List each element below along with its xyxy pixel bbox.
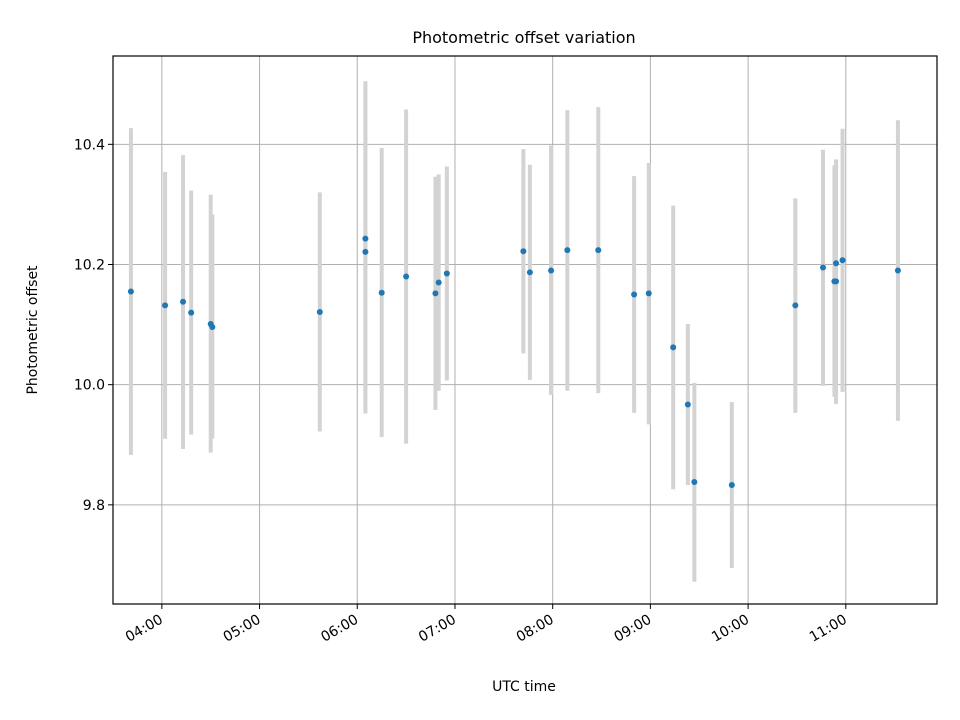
y-tick-label: 10.4 (74, 137, 105, 153)
data-point (127, 288, 134, 295)
data-point (209, 323, 216, 330)
y-tick-label: 10.2 (74, 258, 105, 274)
data-point (670, 344, 677, 351)
x-tick-label: 10:00 (709, 612, 752, 646)
data-point (839, 257, 846, 264)
y-axis-label: Photometric offset (25, 265, 41, 395)
x-tick-label: 09:00 (611, 612, 654, 646)
data-point (894, 267, 901, 274)
data-point (728, 482, 735, 489)
data-point (362, 235, 369, 242)
data-point (520, 248, 527, 255)
x-tick-label: 11:00 (807, 612, 850, 646)
data-point (684, 401, 691, 408)
data-point (316, 308, 323, 315)
data-point (631, 291, 638, 298)
data-point (403, 273, 410, 280)
data-point (691, 479, 698, 486)
data-point (792, 302, 799, 309)
data-point (443, 270, 450, 277)
data-point (188, 309, 195, 316)
data-point (362, 248, 369, 255)
chart-title: Photometric offset variation (412, 28, 635, 47)
data-point (162, 302, 169, 309)
y-tick-label: 9.8 (83, 498, 105, 514)
data-point (833, 278, 840, 285)
y-axis-ticks: 9.8 10.0 10.2 10.4 (74, 137, 113, 514)
error-bars (128, 81, 900, 582)
data-point (378, 289, 385, 296)
data-point (645, 290, 652, 297)
data-point (564, 247, 571, 254)
data-point (595, 247, 602, 254)
x-tick-label: 05:00 (221, 612, 264, 646)
data-point (820, 264, 827, 271)
x-tick-label: 04:00 (123, 612, 166, 646)
x-axis-ticks: 04:00 05:00 06:00 07:00 08:00 09:00 10:00 11:00 (123, 604, 850, 646)
x-tick-label: 08:00 (514, 612, 557, 646)
data-points (127, 235, 901, 489)
plot-frame (112, 55, 938, 605)
y-tick-label: 10.0 (74, 378, 105, 394)
data-point (432, 290, 439, 297)
data-point (833, 260, 840, 267)
x-tick-label: 07:00 (416, 612, 459, 646)
data-point (435, 279, 442, 286)
data-point (526, 269, 533, 276)
x-axis-label: UTC time (492, 679, 556, 695)
data-point (180, 298, 187, 305)
data-point (548, 267, 555, 274)
x-tick-label: 06:00 (318, 612, 361, 646)
